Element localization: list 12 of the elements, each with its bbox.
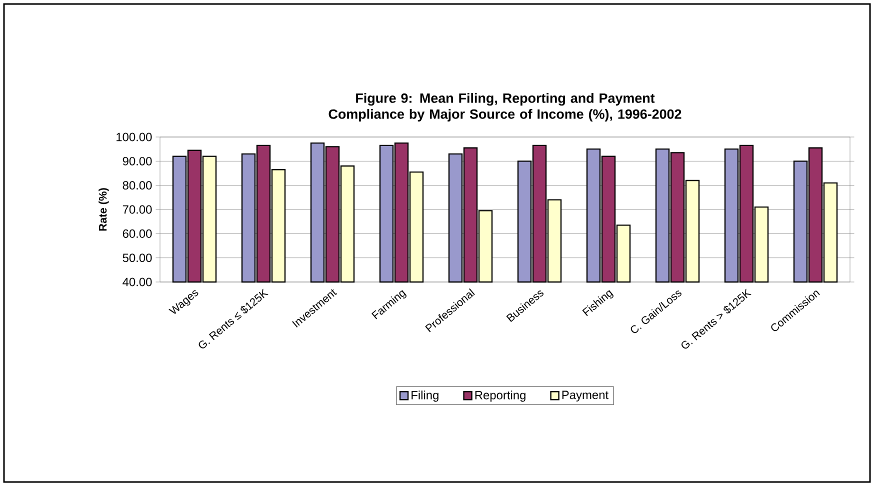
y-tick-label: 90.00 xyxy=(122,156,152,166)
y-axis-title: Rate (%) xyxy=(98,188,109,231)
y-tick-label: 100.00 xyxy=(116,132,152,142)
y-tick-label: 80.00 xyxy=(122,181,152,190)
y-tick-label: 70.00 xyxy=(122,205,152,214)
y-tick-label: 40.00 xyxy=(122,278,152,286)
legend-label: Reporting xyxy=(475,390,526,402)
legend-label: Filing xyxy=(412,390,438,402)
y-tick-label: 60.00 xyxy=(122,229,152,238)
y-tick-label: 50.00 xyxy=(122,254,152,262)
chart-title: Figure 9: Mean Filing, Reporting and Payment Compliance by Major Source of Income (%), 1996-2002 xyxy=(328,93,682,122)
legend-label: Payment xyxy=(562,390,608,402)
